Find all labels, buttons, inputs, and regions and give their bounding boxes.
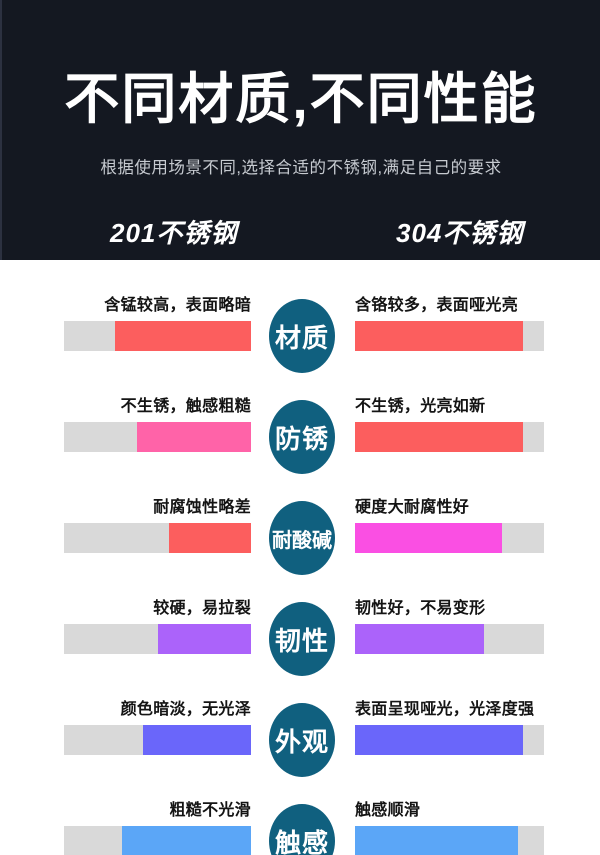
right-cell: 不生锈，光亮如新 (355, 396, 544, 452)
right-cell: 表面呈现哑光，光泽度强 (355, 699, 544, 755)
right-bar-fill (355, 624, 484, 654)
comparison-row: 颜色暗淡，无光泽 外观 表面呈现哑光，光泽度强 (0, 672, 600, 777)
category-circle: 触感 (269, 804, 335, 855)
subtitle: 根据使用场景不同,选择合适的不锈钢,满足自己的要求 (100, 159, 502, 177)
category-circle: 外观 (269, 703, 335, 777)
left-cell: 耐腐蚀性略差 (64, 497, 251, 553)
left-row-label: 颜色暗淡，无光泽 (120, 701, 251, 718)
right-row-label: 触感顺滑 (355, 802, 421, 819)
right-row-label: 硬度大耐腐性好 (355, 499, 470, 516)
right-bar-fill (355, 725, 524, 755)
right-bar-track (355, 826, 544, 855)
left-bar-fill (168, 523, 251, 553)
left-bar-fill (121, 826, 251, 855)
right-bar-track (355, 624, 544, 654)
left-bar-track (64, 725, 251, 755)
category-circle: 耐酸碱 (269, 501, 335, 575)
comparison-row: 含锰较高，表面略暗 材质 含铬较多，表面哑光亮 (0, 268, 600, 373)
left-row-label: 较硬，易拉裂 (153, 600, 251, 617)
left-cell: 粗糙不光滑 (64, 800, 251, 855)
right-bar-track (355, 422, 544, 452)
header: 不同材质,不同性能 根据使用场景不同,选择合适的不锈钢,满足自己的要求 201不… (0, 0, 600, 260)
left-bar-fill (157, 624, 251, 654)
column-header-201: 201不锈钢 (110, 218, 238, 248)
main-title: 不同材质,不同性能 (64, 68, 538, 130)
right-cell: 触感顺滑 (355, 800, 544, 855)
left-bar-track (64, 826, 251, 855)
left-bar-track (64, 523, 251, 553)
left-cell: 颜色暗淡，无光泽 (64, 699, 251, 755)
left-bar-fill (136, 422, 251, 452)
right-bar-track (355, 725, 544, 755)
comparison-row: 耐腐蚀性略差 耐酸碱 硬度大耐腐性好 (0, 470, 600, 575)
column-header-304: 304不锈钢 (396, 218, 524, 248)
left-cell: 含锰较高，表面略暗 (64, 295, 251, 351)
right-bar-fill (355, 422, 524, 452)
right-bar-track (355, 523, 544, 553)
category-circle: 韧性 (269, 602, 335, 676)
left-row-label: 耐腐蚀性略差 (153, 499, 251, 516)
category-circle: 材质 (269, 299, 335, 373)
right-cell: 韧性好，不易变形 (355, 598, 544, 654)
comparison-row: 较硬，易拉裂 韧性 韧性好，不易变形 (0, 571, 600, 676)
left-cell: 不生锈，触感粗糙 (64, 396, 251, 452)
left-bar-fill (142, 725, 251, 755)
right-bar-fill (355, 826, 518, 855)
left-row-label: 含锰较高，表面略暗 (104, 297, 251, 314)
left-bar-track (64, 624, 251, 654)
right-row-label: 不生锈，光亮如新 (355, 398, 486, 415)
category-circle: 防锈 (269, 400, 335, 474)
left-bar-track (64, 321, 251, 351)
right-bar-track (355, 321, 544, 351)
left-bar-fill (114, 321, 251, 351)
right-bar-fill (355, 523, 503, 553)
left-row-label: 不生锈，触感粗糙 (120, 398, 251, 415)
right-row-label: 韧性好，不易变形 (355, 600, 486, 617)
left-cell: 较硬，易拉裂 (64, 598, 251, 654)
comparison-row: 不生锈，触感粗糙 防锈 不生锈，光亮如新 (0, 369, 600, 474)
left-row-label: 粗糙不光滑 (169, 802, 251, 819)
left-bar-track (64, 422, 251, 452)
right-cell: 硬度大耐腐性好 (355, 497, 544, 553)
right-row-label: 含铬较多，表面哑光亮 (355, 297, 519, 314)
comparison-row: 粗糙不光滑 触感 触感顺滑 (0, 773, 600, 855)
right-bar-fill (355, 321, 524, 351)
right-cell: 含铬较多，表面哑光亮 (355, 295, 544, 351)
right-row-label: 表面呈现哑光，光泽度强 (355, 701, 535, 718)
comparison-section: 含锰较高，表面略暗 材质 含铬较多，表面哑光亮 不生锈，触感粗糙 防锈 (0, 260, 600, 855)
